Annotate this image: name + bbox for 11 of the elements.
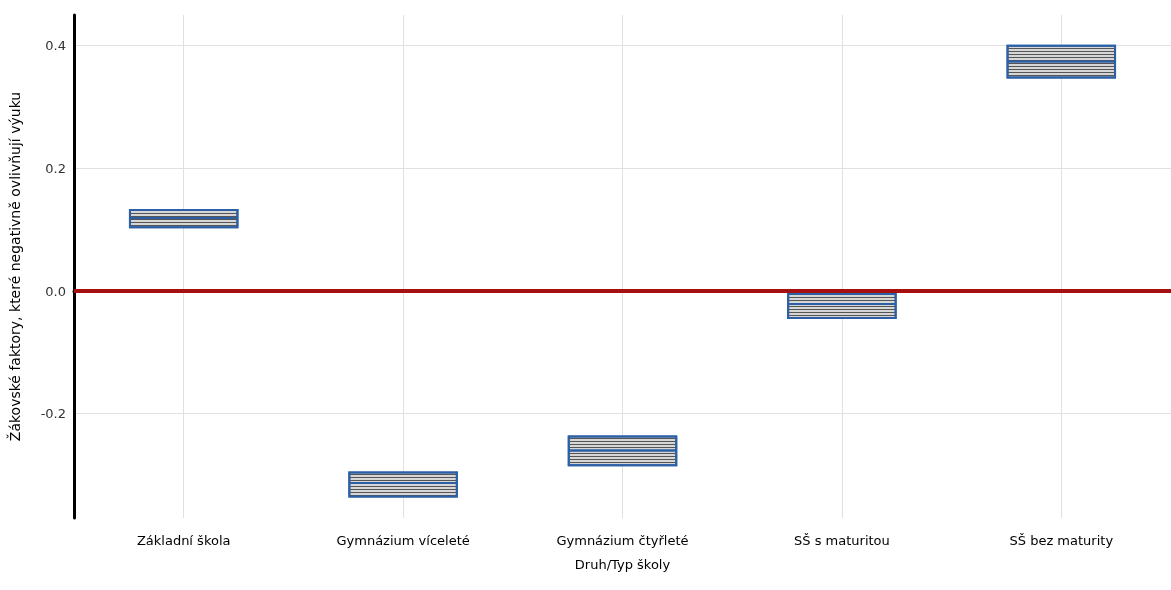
x-tick-label: SŠ bez maturity [1009, 533, 1114, 548]
x-tick-label: Gymnázium čtyřleté [556, 533, 689, 548]
y-tick-label: 0.0 [45, 283, 66, 299]
x-axis-title: Druh/Typ školy [574, 557, 671, 572]
x-tick-label: Gymnázium víceleté [336, 533, 470, 548]
y-tick-label: 0.2 [45, 160, 66, 176]
y-tick-label: -0.2 [40, 406, 66, 422]
x-tick-label: Základní škola [136, 533, 231, 548]
x-tick-label: SŠ s maturitou [794, 533, 890, 548]
y-tick-label: 0.4 [45, 38, 66, 54]
y-axis-title: Žákovské faktory, které negativně ovlivňují výuku [6, 91, 23, 442]
